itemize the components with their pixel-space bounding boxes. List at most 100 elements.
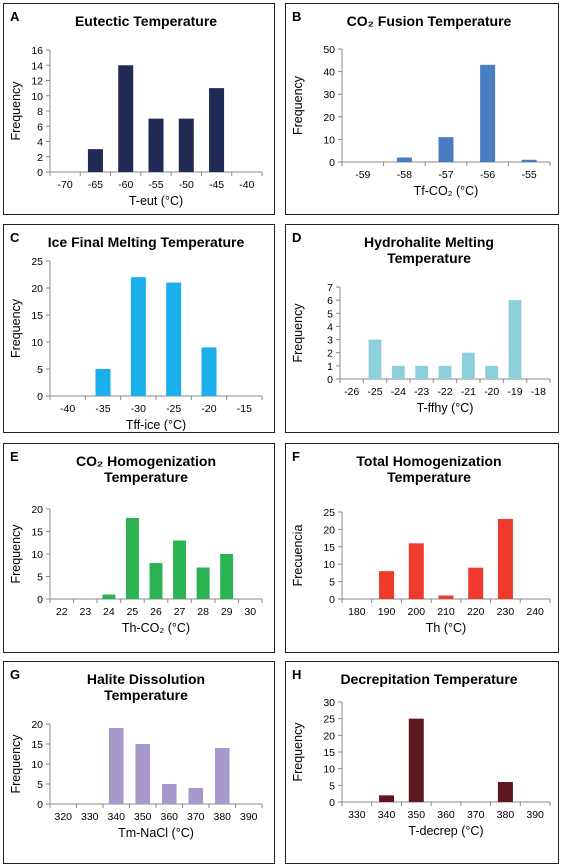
y-tick-label: 0 bbox=[329, 157, 335, 169]
chart-title-line: Temperature bbox=[387, 250, 471, 266]
x-tick-label: 380 bbox=[497, 809, 515, 821]
y-axis-label: Frequency bbox=[291, 722, 305, 782]
y-tick-label: 8 bbox=[37, 106, 43, 118]
y-tick-label: 2 bbox=[327, 348, 333, 360]
chart-plot: 0 2 4 6 8 10 12 14 16 -70 -65 -60 -55 -50 -45 -40 T-eut … bbox=[9, 45, 263, 208]
y-tick-label: 10 bbox=[31, 91, 43, 103]
chart-title-line: Eutectic Temperature bbox=[74, 13, 218, 29]
y-tick-label: 25 bbox=[31, 256, 43, 268]
panel-letter: C bbox=[10, 230, 20, 245]
y-tick-label: 5 bbox=[37, 364, 43, 376]
x-tick-label: -18 bbox=[531, 386, 546, 398]
x-tick-label: 30 bbox=[244, 606, 256, 618]
chart-title: Hydrohalite Melting Temperature bbox=[304, 234, 554, 266]
x-tick-label: -20 bbox=[201, 403, 216, 415]
x-tick-label: 230 bbox=[497, 606, 515, 618]
x-tick-label: 28 bbox=[197, 606, 209, 618]
x-tick-label: 180 bbox=[348, 606, 366, 618]
bar bbox=[468, 567, 484, 599]
x-tick-label: -50 bbox=[179, 179, 194, 191]
x-tick-label: 340 bbox=[378, 809, 396, 821]
x-tick-label: -23 bbox=[414, 386, 429, 398]
bar bbox=[480, 64, 496, 162]
y-tick-label: 1 bbox=[327, 361, 333, 373]
bar bbox=[368, 339, 382, 379]
y-axis-label: Frequency bbox=[9, 298, 23, 358]
bar bbox=[125, 518, 139, 599]
x-tick-label: 29 bbox=[221, 606, 233, 618]
x-tick-label: 390 bbox=[526, 809, 544, 821]
bar bbox=[178, 118, 194, 172]
x-tick-label: -15 bbox=[237, 403, 252, 415]
bar bbox=[438, 365, 452, 379]
chart-plot: 0 5 10 15 20 25 30 330 340 350 360 370 380 390 T-decre… bbox=[291, 697, 551, 838]
chart-title-line: Temperature bbox=[387, 469, 471, 485]
chart-title: Total Homogenization Temperature bbox=[304, 453, 554, 485]
y-tick-label: 10 bbox=[31, 549, 43, 561]
x-axis-label: T-ffhy (°C) bbox=[417, 401, 474, 415]
x-tick-label: 22 bbox=[56, 606, 68, 618]
x-tick-label: -22 bbox=[437, 386, 452, 398]
x-tick-label: -58 bbox=[397, 169, 412, 181]
bar bbox=[391, 365, 405, 379]
y-tick-label: 15 bbox=[31, 739, 43, 751]
bar bbox=[209, 88, 225, 172]
bar bbox=[118, 65, 134, 172]
bar bbox=[408, 718, 424, 802]
bar bbox=[148, 118, 164, 172]
y-axis-label: Frecuencia bbox=[291, 525, 305, 587]
y-tick-label: 20 bbox=[323, 730, 335, 742]
y-axis-label: Frequency bbox=[9, 734, 23, 794]
panel-letter: B bbox=[292, 9, 302, 24]
panel-letter: H bbox=[292, 667, 302, 682]
chart-title-line: Decrepitation Temperature bbox=[340, 671, 518, 687]
bar bbox=[497, 518, 513, 599]
y-tick-label: 3 bbox=[327, 335, 333, 347]
x-tick-label: -35 bbox=[95, 403, 110, 415]
x-tick-label: 27 bbox=[174, 606, 186, 618]
bar bbox=[87, 149, 103, 172]
y-tick-label: 20 bbox=[31, 719, 43, 731]
x-tick-label: 220 bbox=[467, 606, 485, 618]
panel-letter: D bbox=[292, 230, 302, 245]
x-tick-label: 330 bbox=[81, 811, 99, 823]
y-tick-label: 0 bbox=[329, 797, 335, 809]
bar bbox=[161, 784, 177, 804]
chart-plot: 0 5 10 15 20 22 23 24 25 26 27 28 29 30 Th-CO₂ (°C) Fre… bbox=[9, 504, 263, 635]
chart-title-line: Halite Dissolution bbox=[86, 671, 206, 687]
chart-panel-c: C Ice Final Melting Temperature 0 5 10 15 20 25… bbox=[3, 224, 275, 433]
y-tick-label: 25 bbox=[323, 714, 335, 726]
x-axis-label: T-decrep (°C) bbox=[408, 824, 483, 838]
x-tick-label: 360 bbox=[160, 811, 178, 823]
y-tick-label: 50 bbox=[323, 44, 335, 56]
panel-letter: F bbox=[292, 449, 300, 464]
y-tick-label: 2 bbox=[37, 152, 43, 164]
x-tick-label: -20 bbox=[484, 386, 499, 398]
x-tick-label: 390 bbox=[240, 811, 258, 823]
bar bbox=[95, 369, 111, 396]
x-tick-label: 380 bbox=[213, 811, 231, 823]
bar bbox=[149, 563, 163, 599]
chart-plot: 0 5 10 15 20 25 -40 -35 -30 -25 -20 -15 Tff-ice (°C)… bbox=[9, 256, 263, 431]
x-tick-label: 370 bbox=[467, 809, 485, 821]
y-tick-label: 5 bbox=[329, 780, 335, 792]
x-tick-label: -60 bbox=[118, 179, 133, 191]
y-tick-label: 0 bbox=[37, 167, 43, 179]
chart-title-line: CO₂ Fusion Temperature bbox=[346, 13, 512, 29]
bar bbox=[379, 795, 395, 802]
bar bbox=[396, 157, 412, 162]
x-tick-label: 24 bbox=[103, 606, 115, 618]
x-tick-label: -24 bbox=[391, 386, 406, 398]
y-tick-label: 10 bbox=[323, 134, 335, 146]
chart-title: CO₂ Homogenization Temperature bbox=[22, 453, 270, 485]
y-axis-label: Frequency bbox=[9, 524, 23, 584]
bar bbox=[108, 728, 124, 804]
x-tick-label: -65 bbox=[88, 179, 103, 191]
chart-title-line: CO₂ Homogenization bbox=[76, 453, 216, 469]
x-tick-label: 350 bbox=[408, 809, 426, 821]
chart-title: Decrepitation Temperature bbox=[304, 671, 554, 687]
bar bbox=[461, 352, 475, 379]
chart-title: CO₂ Fusion Temperature bbox=[304, 13, 554, 29]
y-tick-label: 5 bbox=[37, 779, 43, 791]
